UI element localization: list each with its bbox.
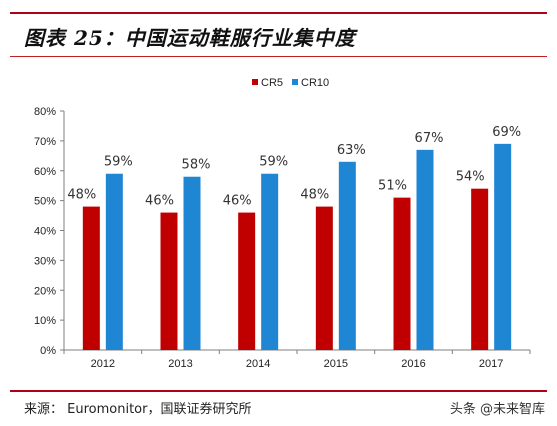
- bar-cr10-2014: [261, 173, 279, 350]
- x-tick-label: 2012: [91, 358, 115, 370]
- bar-cr5-2016: [393, 197, 411, 350]
- bar-cr5-2012: [82, 206, 100, 350]
- x-tick-label: 2013: [168, 358, 192, 370]
- data-label-cr10-2015: 63%: [337, 143, 366, 158]
- y-tick-label: 60%: [34, 166, 56, 178]
- data-labels: 48% 59% 46% 58% 46% 59% 48% 63% 51% 67% 54% 69%: [67, 125, 521, 209]
- y-tick-label: 50%: [34, 196, 56, 208]
- bar-cr10-2017: [494, 143, 512, 350]
- data-label-cr10-2017: 69%: [492, 125, 521, 140]
- x-tick-label: 2015: [324, 358, 348, 370]
- data-label-cr10-2016: 67%: [415, 131, 444, 146]
- source-note: 来源： Euromonitor，国联证券研究所: [24, 402, 252, 417]
- title-rule: [10, 56, 547, 57]
- top-rule: [10, 12, 547, 14]
- y-tick-label: 30%: [34, 255, 56, 267]
- bar-chart: CR5 CR10 0% 10% 20% 30% 40% 50% 60% 70% 80% 2012 20…: [34, 77, 531, 370]
- bottom-rule: [10, 390, 547, 392]
- data-label-cr10-2014: 59%: [259, 155, 288, 170]
- x-tick-label: 2014: [246, 358, 270, 370]
- y-tick-label: 0%: [40, 345, 56, 357]
- legend-label-cr5: CR5: [261, 77, 283, 89]
- y-tick-label: 10%: [34, 315, 56, 327]
- data-label-cr5-2016: 51%: [378, 179, 407, 194]
- bar-cr10-2015: [338, 161, 356, 350]
- y-tick-label: 70%: [34, 136, 56, 148]
- data-label-cr10-2012: 59%: [104, 155, 133, 170]
- y-tick-label: 80%: [34, 106, 56, 118]
- bar-cr5-2014: [238, 212, 256, 350]
- chart-bars: [82, 143, 512, 350]
- data-label-cr10-2013: 58%: [182, 158, 211, 173]
- watermark: 头条 @未来智库: [449, 402, 545, 417]
- chart-axes: 0% 10% 20% 30% 40% 50% 60% 70% 80% 2012 2013 2014 20…: [34, 106, 531, 370]
- x-tick-label: 2016: [401, 358, 425, 370]
- bar-cr5-2017: [471, 188, 489, 350]
- y-tick-label: 20%: [34, 285, 56, 297]
- legend: CR5 CR10: [252, 77, 329, 89]
- chart-title: 图表 25：中国运动鞋服行业集中度: [24, 26, 356, 50]
- data-label-cr5-2015: 48%: [300, 188, 329, 203]
- data-label-cr5-2012: 48%: [67, 188, 96, 203]
- bar-cr5-2015: [315, 206, 333, 350]
- legend-label-cr10: CR10: [301, 77, 329, 89]
- data-label-cr5-2013: 46%: [145, 194, 174, 209]
- x-tick-label: 2017: [479, 358, 503, 370]
- bar-cr10-2013: [183, 176, 201, 350]
- data-label-cr5-2014: 46%: [223, 194, 252, 209]
- legend-swatch-cr10: [292, 79, 298, 85]
- bar-cr5-2013: [160, 212, 178, 350]
- bar-cr10-2016: [416, 149, 434, 350]
- legend-swatch-cr5: [252, 79, 258, 85]
- data-label-cr5-2017: 54%: [456, 170, 485, 185]
- bar-cr10-2012: [105, 173, 123, 350]
- y-tick-label: 40%: [34, 226, 56, 238]
